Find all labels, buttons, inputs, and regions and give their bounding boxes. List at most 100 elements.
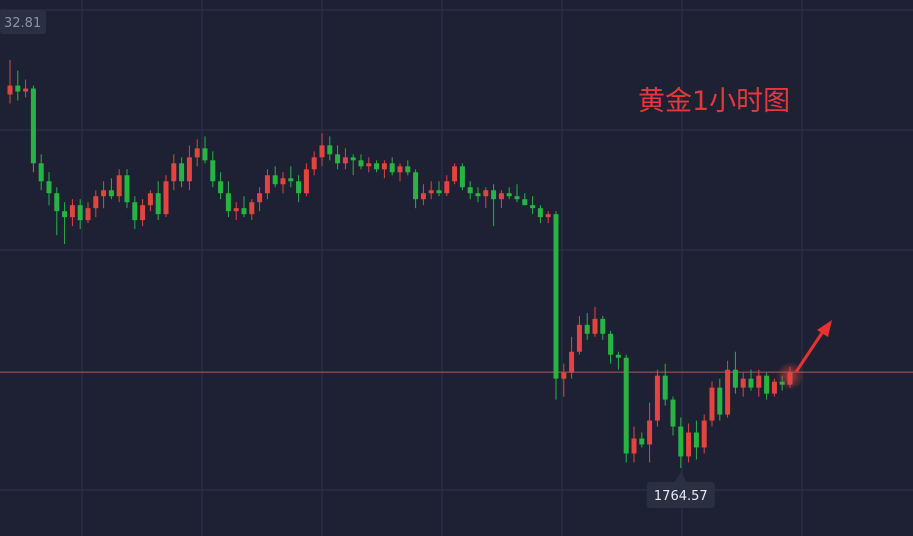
candle-body [374, 163, 380, 170]
candle-body [257, 193, 263, 203]
candle-body [693, 432, 699, 448]
candle-body [186, 157, 192, 182]
candle-body [405, 166, 411, 173]
candle-body [93, 196, 99, 209]
candle-body [615, 354, 621, 358]
candle-body [771, 381, 777, 394]
candle-body [335, 154, 341, 164]
candle-body [202, 148, 208, 161]
candle-body [249, 202, 255, 215]
candle-body [54, 193, 60, 212]
candle-body [639, 438, 645, 445]
candle-body [108, 190, 114, 197]
candle-body [569, 351, 575, 373]
candle-body [264, 175, 270, 194]
candle-body [147, 193, 153, 206]
candle-body [233, 208, 239, 212]
candle-body [420, 193, 426, 200]
corner-box [0, 10, 46, 34]
candle-body [179, 163, 185, 182]
candle-body [171, 163, 177, 182]
candle-body [124, 175, 130, 203]
candle-body [116, 175, 122, 197]
candle-body [764, 375, 770, 394]
candle-body [670, 399, 676, 427]
candle-body [428, 190, 434, 194]
candle-body [218, 181, 224, 194]
candle-body [23, 88, 29, 92]
candle-body [459, 166, 465, 188]
candle-body [319, 145, 325, 158]
candle-body [30, 88, 36, 164]
candle-body [163, 181, 169, 215]
candle-body [288, 178, 294, 182]
candle-body [77, 205, 83, 221]
candle-body [452, 166, 458, 182]
candle-body [132, 202, 138, 221]
candle-body [62, 211, 68, 218]
candle-body [498, 193, 504, 200]
candle-body [296, 181, 302, 194]
candle-body [7, 85, 13, 95]
candle-body [475, 193, 481, 197]
candle-body [522, 199, 528, 206]
candle-body [545, 214, 551, 218]
candle-body [717, 387, 723, 415]
candle-body [311, 157, 317, 170]
candle-body [748, 378, 754, 388]
candle-body [756, 375, 762, 388]
candle-body [654, 375, 660, 421]
candle-body [514, 196, 520, 200]
candle-body [740, 378, 746, 388]
candle-body [241, 208, 247, 215]
candle-body [623, 357, 629, 454]
candle-body [194, 148, 200, 158]
candle-body [381, 163, 387, 170]
candle-body [678, 426, 684, 457]
candle-body [662, 375, 668, 400]
low-label: 1764.57 [654, 489, 708, 504]
candle-body [608, 333, 614, 355]
candle-body [467, 187, 473, 194]
candle-body [225, 193, 231, 212]
candle-body [280, 178, 286, 185]
candle-body [436, 190, 442, 194]
candle-body [303, 169, 309, 194]
candle-body [592, 318, 598, 334]
candle-body [647, 420, 653, 445]
candle-body [701, 420, 707, 448]
candles [0, 59, 913, 468]
candle-body [576, 324, 582, 352]
candle-body [389, 163, 395, 173]
candle-body [537, 208, 543, 218]
arrow-head [817, 320, 832, 337]
candle-body [709, 387, 715, 421]
candle-body [46, 181, 52, 194]
candle-body [69, 205, 75, 218]
candle-body [101, 190, 107, 197]
candle-body [506, 193, 512, 197]
candle-body [732, 369, 738, 388]
candle-body [272, 175, 278, 185]
candle-body [140, 205, 146, 221]
candle-body [725, 369, 731, 415]
candle-body [327, 145, 333, 155]
candle-body [686, 432, 692, 457]
candle-body [397, 166, 403, 173]
candle-body [342, 157, 348, 164]
candle-body [38, 163, 44, 182]
candle-body [584, 324, 590, 334]
candle-body [366, 163, 372, 167]
corner-label: 32.81 [4, 16, 41, 31]
chart-title: 黄金1小时图 [638, 86, 790, 117]
candle-body [561, 372, 567, 379]
low-pointer [674, 471, 687, 482]
candle-body [85, 208, 91, 221]
candle-body [358, 160, 364, 167]
candle-body [530, 205, 536, 209]
arrow [794, 329, 826, 373]
candle-body [350, 157, 356, 161]
low-box [646, 481, 715, 508]
